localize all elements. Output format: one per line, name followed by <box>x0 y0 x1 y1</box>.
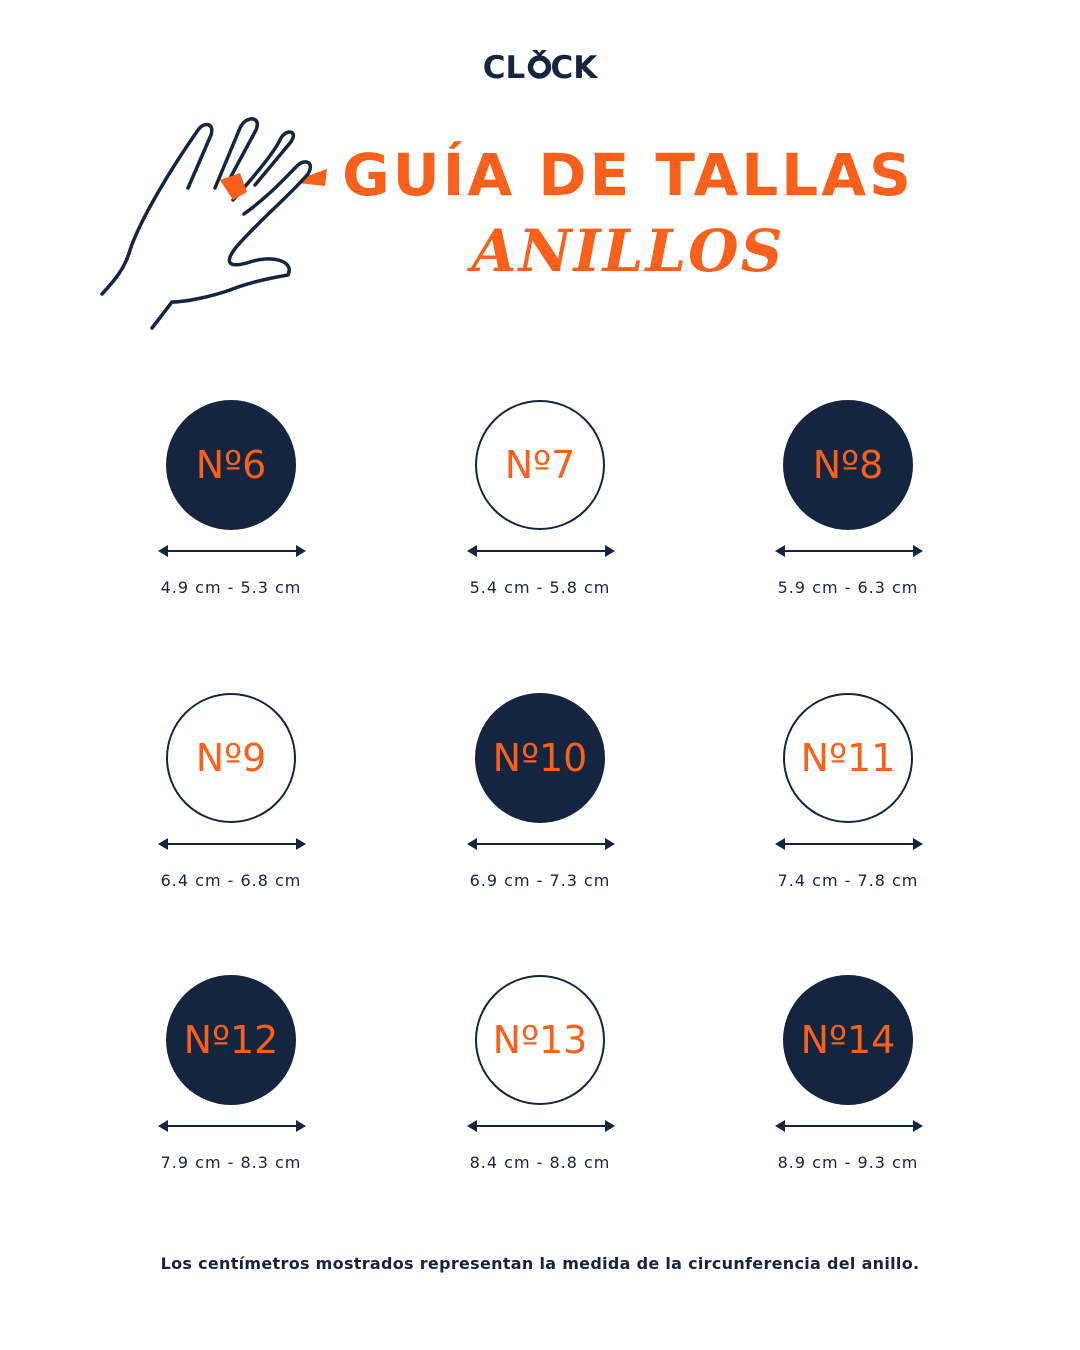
size-item: Nº13 8.4 cm - 8.8 cm <box>440 975 640 1195</box>
size-circle: Nº10 <box>475 693 605 823</box>
size-label: Nº9 <box>195 736 267 780</box>
size-range: 4.9 cm - 5.3 cm <box>160 578 302 597</box>
size-item: Nº12 7.9 cm - 8.3 cm <box>131 975 331 1195</box>
size-item: Nº9 6.4 cm - 6.8 cm <box>131 693 331 913</box>
size-label: Nº11 <box>800 736 896 780</box>
size-range: 5.4 cm - 5.8 cm <box>469 578 611 597</box>
hand-with-ring-icon <box>100 117 327 330</box>
size-circle: Nº11 <box>783 693 913 823</box>
size-range: 6.9 cm - 7.3 cm <box>469 871 611 890</box>
page-subtitle: ANILLOS <box>471 217 785 285</box>
size-label: Nº8 <box>812 443 884 487</box>
size-range: 5.9 cm - 6.3 cm <box>777 578 919 597</box>
double-arrow-icon <box>467 838 615 850</box>
size-circle: Nº8 <box>783 400 913 530</box>
size-label: Nº13 <box>492 1018 588 1062</box>
double-arrow-icon <box>775 838 923 850</box>
double-arrow-icon <box>467 1120 615 1132</box>
size-circle: Nº14 <box>783 975 913 1105</box>
size-item: Nº8 5.9 cm - 6.3 cm <box>748 400 948 620</box>
size-label: Nº10 <box>492 736 588 780</box>
size-item: Nº6 4.9 cm - 5.3 cm <box>131 400 331 620</box>
size-item: Nº14 8.9 cm - 9.3 cm <box>748 975 948 1195</box>
size-item: Nº10 6.9 cm - 7.3 cm <box>440 693 640 913</box>
size-label: Nº6 <box>195 443 267 487</box>
size-circle: Nº7 <box>475 400 605 530</box>
size-range: 7.9 cm - 8.3 cm <box>160 1153 302 1172</box>
page-title: GUÍA DE TALLAS <box>342 141 914 209</box>
size-item: Nº7 5.4 cm - 5.8 cm <box>440 400 640 620</box>
double-arrow-icon <box>775 1120 923 1132</box>
double-arrow-icon <box>467 545 615 557</box>
double-arrow-icon <box>158 545 306 557</box>
double-arrow-icon <box>775 545 923 557</box>
size-label: Nº7 <box>504 443 576 487</box>
size-range: 8.9 cm - 9.3 cm <box>777 1153 919 1172</box>
size-circle: Nº6 <box>166 400 296 530</box>
footer-note: Los centímetros mostrados representan la… <box>160 1254 920 1273</box>
double-arrow-icon <box>158 1120 306 1132</box>
size-range: 8.4 cm - 8.8 cm <box>469 1153 611 1172</box>
size-range: 6.4 cm - 6.8 cm <box>160 871 302 890</box>
size-item: Nº11 7.4 cm - 7.8 cm <box>748 693 948 913</box>
size-circle: Nº13 <box>475 975 605 1105</box>
size-range: 7.4 cm - 7.8 cm <box>777 871 919 890</box>
size-circle: Nº12 <box>166 975 296 1105</box>
size-label: Nº14 <box>800 1018 896 1062</box>
clock-logo: CLOCK <box>483 50 598 86</box>
size-label: Nº12 <box>183 1018 279 1062</box>
double-arrow-icon <box>158 838 306 850</box>
size-circle: Nº9 <box>166 693 296 823</box>
